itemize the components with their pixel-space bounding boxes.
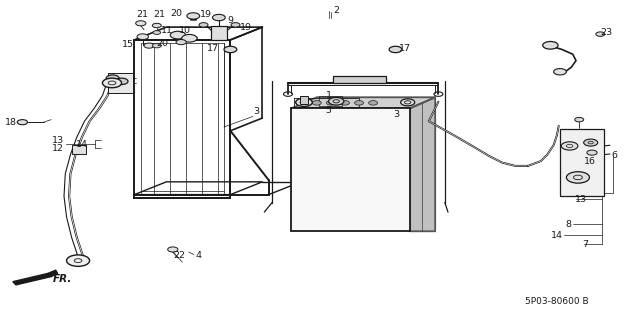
Polygon shape <box>410 97 435 231</box>
Circle shape <box>199 23 208 27</box>
Circle shape <box>137 34 148 40</box>
Text: 5: 5 <box>325 106 331 115</box>
Polygon shape <box>291 97 435 108</box>
Circle shape <box>106 75 119 81</box>
Circle shape <box>296 98 312 107</box>
Text: 23: 23 <box>600 28 612 37</box>
Text: 19: 19 <box>240 23 252 32</box>
Text: 10: 10 <box>179 26 191 35</box>
Text: 7: 7 <box>582 240 588 249</box>
Bar <box>108 73 133 93</box>
Circle shape <box>355 101 364 105</box>
Bar <box>333 76 386 83</box>
Text: 4: 4 <box>195 251 201 260</box>
Text: 21: 21 <box>154 10 166 19</box>
Text: 6: 6 <box>611 151 617 160</box>
Text: 17: 17 <box>399 44 411 53</box>
Text: 22: 22 <box>173 251 185 260</box>
Circle shape <box>340 101 349 105</box>
Circle shape <box>587 150 597 155</box>
Circle shape <box>67 255 90 266</box>
Circle shape <box>369 101 378 105</box>
Circle shape <box>575 117 584 122</box>
Circle shape <box>554 69 566 75</box>
Text: 13: 13 <box>52 136 64 145</box>
Text: 1: 1 <box>326 91 332 100</box>
Circle shape <box>584 139 598 146</box>
Circle shape <box>389 46 402 53</box>
Polygon shape <box>48 270 58 277</box>
Text: 5P03-80600 B: 5P03-80600 B <box>525 297 588 306</box>
Circle shape <box>176 40 186 45</box>
Text: 15: 15 <box>122 40 134 49</box>
Text: 9: 9 <box>227 16 233 25</box>
Circle shape <box>182 34 197 42</box>
Text: 14: 14 <box>76 140 88 149</box>
Text: 2: 2 <box>333 6 339 15</box>
Circle shape <box>231 23 240 27</box>
Text: 8: 8 <box>566 220 572 229</box>
Bar <box>72 145 86 154</box>
Circle shape <box>102 78 122 88</box>
Circle shape <box>566 172 589 183</box>
Circle shape <box>152 43 161 48</box>
Polygon shape <box>13 273 51 285</box>
Circle shape <box>144 43 154 48</box>
Circle shape <box>596 32 605 36</box>
Text: FR.: FR. <box>53 274 72 284</box>
Circle shape <box>17 120 28 125</box>
Circle shape <box>136 21 146 26</box>
Circle shape <box>328 98 344 105</box>
Bar <box>291 108 410 231</box>
Circle shape <box>170 31 186 39</box>
Text: 12: 12 <box>52 144 64 153</box>
Bar <box>300 96 308 104</box>
Circle shape <box>224 46 237 53</box>
Text: 3: 3 <box>253 107 260 116</box>
Circle shape <box>401 99 415 106</box>
Circle shape <box>326 101 335 105</box>
Circle shape <box>115 78 128 85</box>
Bar <box>560 129 604 196</box>
Circle shape <box>152 23 161 28</box>
Circle shape <box>561 142 578 150</box>
Text: 21: 21 <box>136 10 148 19</box>
Circle shape <box>543 41 558 49</box>
Circle shape <box>212 14 225 21</box>
Text: 20: 20 <box>170 9 182 18</box>
Bar <box>211 26 227 40</box>
Circle shape <box>312 101 321 105</box>
Text: 14: 14 <box>551 231 563 240</box>
Circle shape <box>153 31 161 34</box>
Circle shape <box>168 247 178 252</box>
Text: 11: 11 <box>161 26 173 35</box>
Text: 3: 3 <box>393 110 399 119</box>
Text: 17: 17 <box>207 44 219 53</box>
Text: 13: 13 <box>575 195 587 204</box>
Circle shape <box>298 101 307 105</box>
Text: 20: 20 <box>156 39 168 48</box>
Circle shape <box>187 13 200 19</box>
Text: 19: 19 <box>200 10 212 19</box>
Text: 18: 18 <box>4 118 17 127</box>
Text: 16: 16 <box>584 157 596 166</box>
